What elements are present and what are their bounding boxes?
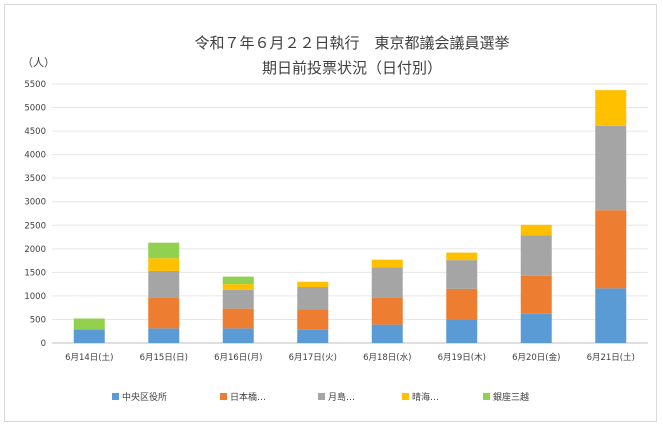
legend-swatch [318,393,325,400]
gridlines [52,83,648,344]
bar-segment [371,297,403,325]
chart-title-line2: 期日前投票状況（日付別） [262,59,442,77]
bar-segment [222,308,254,329]
bar-segment [595,210,627,289]
bar-segment [520,235,552,276]
bar-segment [148,258,180,271]
x-tick-label: 6月15日(日) [140,353,188,363]
y-tick-label: 4000 [24,151,46,161]
bar-segment [371,324,403,343]
legend-label: 晴海… [412,391,439,403]
x-axis-ticks: 6月14日(土) 6月15日(日) 6月16日(月) 6月17日(火) 6月18日(水)… [65,352,635,363]
y-tick-label: 1000 [24,292,46,302]
bar-segment [446,260,478,289]
legend-label: 中央区役所 [122,391,167,403]
x-tick-label: 6月16日(月) [214,353,262,363]
bar-segment [73,318,105,330]
bar-segment [297,281,329,287]
legend-swatch [402,393,409,400]
x-tick-label: 6月19日(木) [438,352,486,363]
bar-segment [148,270,180,298]
bar-segment [595,90,627,126]
x-tick-label: 6月14日(土) [65,352,113,363]
bar-segment [148,328,180,343]
legend-swatch [483,393,490,400]
bar-segment [222,284,254,290]
bar-segment [595,125,627,211]
bar-segment [595,288,627,343]
y-tick-label: 4500 [24,127,46,137]
bar-segment [446,319,478,343]
bar-segment [371,259,403,268]
bar-segment [148,242,180,259]
y-tick-label: 3000 [24,198,46,208]
y-tick-label: 0 [41,339,46,349]
legend-swatch [220,393,227,400]
bar-segment [520,224,552,236]
bar-segment [297,286,329,310]
chart-frame [4,4,657,422]
y-tick-label: 1500 [24,268,46,278]
y-axis-unit-label: （人） [22,56,55,69]
legend-label: 日本橋… [230,391,266,403]
y-tick-label: 5500 [24,80,46,90]
y-tick-label: 2000 [24,245,46,255]
legend-label: 月島… [328,391,355,403]
y-tick-label: 5000 [24,104,46,114]
bar-segment [222,289,254,309]
chart-title-line1: 令和７年６月２２日執行 東京都議会議員選挙 [194,34,509,52]
y-tick-label: 2500 [24,221,46,231]
bar-segment [297,309,329,330]
bar-segment [446,288,478,320]
y-tick-label: 3500 [24,174,46,184]
legend-label: 銀座三越 [493,391,529,403]
bar-segment [520,275,552,314]
bar-segment [446,252,478,261]
bars [73,90,627,343]
y-tick-label: 500 [30,315,46,325]
bar-segment [222,328,254,343]
legend-swatch [112,393,119,400]
bar-segment [371,267,403,298]
bar-segment [297,329,329,343]
bar-segment [73,329,105,343]
x-tick-label: 6月21日(土) [587,352,635,363]
x-tick-label: 6月17日(火) [289,353,337,363]
bar-segment [148,297,180,329]
y-axis-ticks: 0 500 1000 1500 2000 2500 3000 3500 4000 4500 5000… [24,80,46,349]
x-tick-label: 6月18日(水) [363,352,411,363]
legend: 中央区役所 日本橋… 月島… 晴海… 銀座三越 [112,391,529,403]
bar-segment [222,276,254,285]
bar-segment [520,313,552,343]
x-tick-label: 6月20日(金) [512,352,560,363]
